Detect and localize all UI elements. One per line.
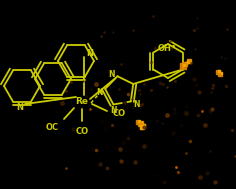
Text: N: N — [134, 100, 140, 109]
Text: CO: CO — [112, 109, 126, 119]
Text: OH: OH — [157, 44, 171, 53]
Text: N: N — [87, 49, 93, 57]
Text: N: N — [110, 106, 117, 115]
Text: N: N — [17, 104, 24, 112]
Text: OC: OC — [46, 122, 59, 132]
Text: N: N — [96, 88, 102, 97]
Text: N: N — [108, 70, 115, 79]
Text: Re: Re — [76, 97, 88, 105]
Text: CO: CO — [76, 126, 88, 136]
